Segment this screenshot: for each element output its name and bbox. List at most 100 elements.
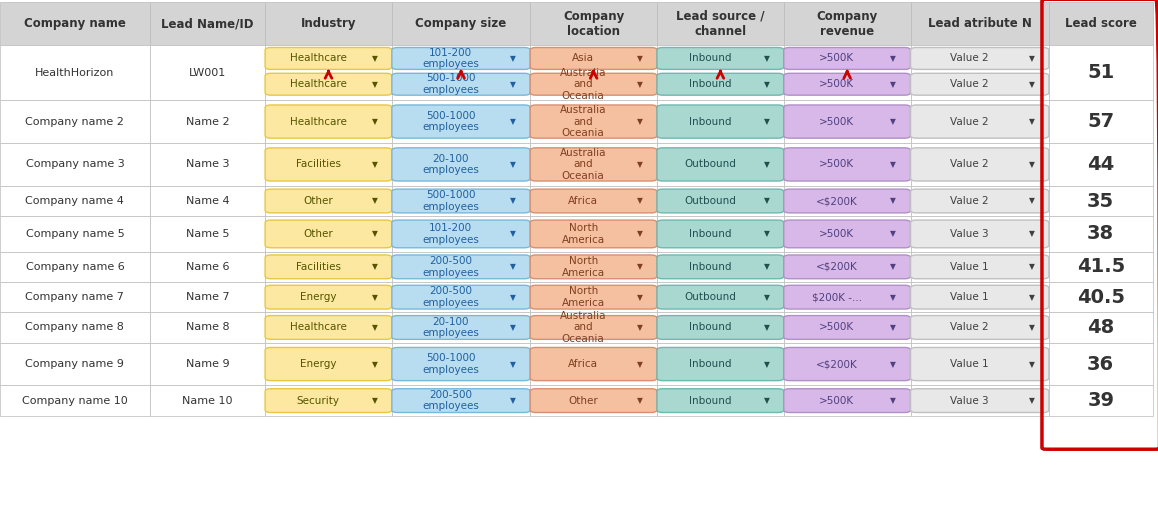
Text: 57: 57 [1087, 112, 1114, 131]
Text: Africa: Africa [569, 196, 599, 206]
Text: ▼: ▼ [637, 54, 643, 63]
FancyBboxPatch shape [910, 189, 1049, 213]
Text: Healthcare: Healthcare [290, 54, 346, 64]
Text: Inbound: Inbound [689, 396, 731, 406]
Bar [1049, 45, 1152, 100]
Bar [784, 186, 910, 216]
FancyBboxPatch shape [265, 220, 391, 248]
Text: Company
revenue: Company revenue [816, 10, 878, 38]
FancyBboxPatch shape [910, 148, 1049, 181]
Text: ▼: ▼ [372, 196, 378, 205]
Text: Inbound: Inbound [689, 262, 731, 272]
FancyBboxPatch shape [265, 285, 391, 309]
FancyBboxPatch shape [391, 148, 530, 181]
Text: Company name 4: Company name 4 [25, 196, 124, 206]
Bar [0, 3, 149, 45]
Text: >500K: >500K [819, 160, 855, 170]
Text: Value 2: Value 2 [950, 117, 989, 127]
Text: Value 2: Value 2 [950, 160, 989, 170]
Bar [265, 3, 391, 45]
Bar [0, 312, 149, 343]
Text: Name 3: Name 3 [185, 160, 229, 170]
Text: Name 4: Name 4 [185, 196, 229, 206]
Text: Value 3: Value 3 [950, 229, 989, 239]
FancyBboxPatch shape [910, 388, 1049, 413]
Text: Value 1: Value 1 [950, 262, 989, 272]
Text: Value 1: Value 1 [950, 292, 989, 302]
Text: Company name 10: Company name 10 [22, 396, 127, 406]
Bar [0, 45, 149, 100]
Text: Inbound: Inbound [689, 117, 731, 127]
FancyBboxPatch shape [657, 148, 784, 181]
FancyBboxPatch shape [265, 148, 391, 181]
Text: Industry: Industry [301, 17, 357, 30]
Bar [657, 186, 784, 216]
Bar [391, 216, 530, 251]
Text: 500-1000
employees: 500-1000 employees [423, 74, 479, 95]
FancyBboxPatch shape [784, 388, 910, 413]
Text: ▼: ▼ [1028, 396, 1034, 405]
Text: Value 3: Value 3 [950, 396, 989, 406]
Text: Name 2: Name 2 [185, 117, 229, 127]
Text: ▼: ▼ [510, 396, 515, 405]
Text: ▼: ▼ [763, 229, 769, 238]
Bar [149, 312, 265, 343]
Text: Company name 6: Company name 6 [25, 262, 124, 272]
Bar [784, 251, 910, 282]
Text: ▼: ▼ [637, 262, 643, 271]
Bar [657, 3, 784, 45]
FancyBboxPatch shape [784, 74, 910, 95]
Bar [149, 45, 265, 100]
Text: Australia
and
Oceania: Australia and Oceania [560, 311, 607, 344]
FancyBboxPatch shape [657, 47, 784, 69]
Text: ▼: ▼ [763, 292, 769, 302]
FancyBboxPatch shape [910, 285, 1049, 309]
FancyBboxPatch shape [391, 105, 530, 138]
Bar [391, 3, 530, 45]
FancyBboxPatch shape [910, 348, 1049, 381]
Bar [391, 143, 530, 186]
Text: Name 7: Name 7 [185, 292, 229, 302]
Text: Inbound: Inbound [689, 359, 731, 369]
FancyBboxPatch shape [657, 74, 784, 95]
FancyBboxPatch shape [657, 348, 784, 381]
Text: 35: 35 [1087, 192, 1114, 211]
Text: 44: 44 [1087, 155, 1114, 174]
Text: ▼: ▼ [637, 196, 643, 205]
Text: Name 5: Name 5 [185, 229, 229, 239]
Text: ▼: ▼ [763, 196, 769, 205]
FancyBboxPatch shape [910, 47, 1049, 69]
Bar [657, 385, 784, 416]
Text: Company name 3: Company name 3 [25, 160, 124, 170]
Bar [149, 216, 265, 251]
Bar [265, 216, 391, 251]
Bar [1049, 186, 1152, 216]
Bar [149, 282, 265, 312]
FancyBboxPatch shape [530, 348, 657, 381]
Bar [149, 143, 265, 186]
Text: 200-500
employees: 200-500 employees [423, 256, 479, 278]
Bar [391, 385, 530, 416]
Bar [1049, 251, 1152, 282]
Text: ▼: ▼ [510, 196, 515, 205]
FancyBboxPatch shape [391, 285, 530, 309]
FancyBboxPatch shape [265, 255, 391, 279]
FancyBboxPatch shape [657, 220, 784, 248]
Text: ▼: ▼ [763, 262, 769, 271]
FancyBboxPatch shape [784, 47, 910, 69]
Text: Outbound: Outbound [684, 160, 736, 170]
Text: Security: Security [296, 396, 339, 406]
Text: 41.5: 41.5 [1077, 257, 1124, 276]
Bar [910, 186, 1049, 216]
Text: ▼: ▼ [891, 117, 896, 126]
Text: Company name 2: Company name 2 [25, 117, 124, 127]
Text: 200-500
employees: 200-500 employees [423, 390, 479, 412]
Bar [657, 216, 784, 251]
Bar [657, 251, 784, 282]
Bar [910, 100, 1049, 143]
FancyBboxPatch shape [530, 148, 657, 181]
Bar [530, 143, 657, 186]
Bar [391, 282, 530, 312]
Text: >500K: >500K [819, 396, 855, 406]
FancyBboxPatch shape [784, 148, 910, 181]
